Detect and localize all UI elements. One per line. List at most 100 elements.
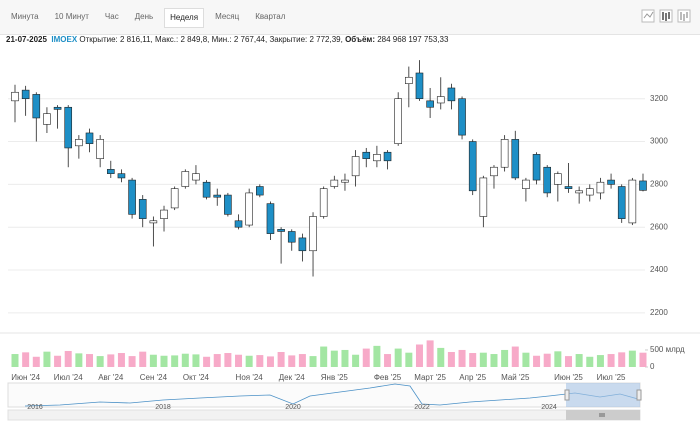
candle-body [607, 179, 615, 185]
x-tick-label: Ноя '24 [236, 373, 264, 382]
info-item: Открытие: 2 816,11, [79, 35, 153, 44]
navigator-line [24, 383, 639, 407]
candle-body [64, 106, 73, 149]
info-item: Мин.: 2 767,44, [211, 35, 268, 44]
candle-body [224, 194, 232, 215]
candle-body [53, 106, 62, 110]
info-item: Макс.: 2 849,8, [155, 35, 210, 44]
candle-body [256, 186, 264, 196]
volume-bar [490, 354, 498, 367]
date: 21-07-2025 [6, 35, 47, 44]
volume-bar [32, 356, 40, 367]
volume-bar [11, 354, 19, 367]
volume-label: Объём: [345, 35, 375, 44]
candle-body [585, 188, 594, 196]
volume-bar [575, 354, 583, 367]
candle-body [500, 139, 509, 168]
candle-body [511, 139, 520, 179]
scrollbar-thumb[interactable] [566, 410, 640, 420]
candle-body [266, 203, 275, 234]
navigator-handle[interactable] [636, 389, 642, 401]
x-tick-label: Апр '25 [459, 373, 486, 382]
tab[interactable]: Неделя [164, 8, 205, 28]
volume-bar [362, 348, 370, 367]
volume-bar [330, 350, 338, 367]
volume-bar [373, 345, 381, 367]
volume-bar [426, 340, 434, 367]
info-line: 21-07-2025 IMOEX Открытие: 2 816,11, Мак… [6, 34, 448, 46]
x-tick-label: Март '25 [414, 373, 446, 382]
volume-bar [384, 354, 392, 367]
volume-bar [628, 350, 636, 367]
tab[interactable]: Квартал [255, 12, 286, 21]
volume-bar [596, 355, 604, 367]
volume-tick-label: 0 [650, 362, 655, 371]
volume-bar [543, 353, 551, 367]
icon-line[interactable] [641, 9, 655, 23]
candle-body [426, 100, 434, 108]
x-tick-label: Дек '24 [279, 373, 306, 382]
volume-bar [107, 354, 115, 367]
volume-bar [224, 353, 232, 367]
tab[interactable]: Час [104, 12, 119, 21]
tab[interactable]: Минута [11, 12, 39, 21]
volume-bar [352, 354, 360, 367]
volume-bar [394, 348, 402, 367]
volume-bar [75, 353, 83, 367]
volume-bar [586, 356, 594, 367]
candle-body [479, 177, 488, 217]
navigator-handle[interactable] [564, 389, 570, 401]
candle-body [543, 166, 552, 194]
navigator-selection[interactable] [566, 383, 640, 407]
candle-body [287, 231, 296, 243]
y-tick-label: 2200 [650, 308, 668, 317]
volume-bar [341, 349, 349, 367]
x-tick-label: Июн '24 [11, 373, 40, 382]
x-tick-label: Май '25 [501, 373, 530, 382]
volume-bar [203, 356, 211, 367]
x-tick-label: Янв '25 [321, 373, 349, 382]
volume-bar [266, 356, 274, 367]
candle-body [96, 139, 104, 159]
candle-body [554, 173, 562, 185]
volume-bar [458, 349, 466, 367]
candle-body [21, 89, 30, 99]
candle-body [85, 132, 94, 144]
volume-bar [22, 352, 30, 367]
tab[interactable]: 10 Минут [54, 12, 89, 21]
candle-body [415, 72, 424, 99]
tab[interactable]: День [134, 12, 154, 21]
volume-bar [320, 346, 328, 367]
volume-bar [639, 352, 647, 367]
volume-bar [54, 355, 62, 367]
navigator [7, 382, 641, 408]
y-tick-label: 3000 [650, 137, 668, 146]
candle-body [160, 209, 168, 219]
volume-bar [149, 354, 157, 367]
x-tick-label: Фев '25 [374, 373, 402, 382]
y-tick-label: 3200 [650, 94, 668, 103]
volume-bar [43, 351, 51, 367]
y-tick-label: 2600 [650, 222, 668, 231]
candle-body [447, 87, 456, 102]
candle-body [170, 188, 179, 209]
volume-bar [607, 354, 615, 367]
volume-bar [288, 355, 296, 367]
candle-body [192, 173, 200, 181]
x-tick-label: Июл '24 [54, 373, 83, 382]
info-item: Закрытие: 2 772,39, [269, 35, 343, 44]
candle-body [234, 220, 243, 228]
volume-bar [86, 354, 94, 367]
volume-bar [479, 352, 487, 367]
tab[interactable]: Месяц [215, 12, 240, 21]
candle-body [351, 156, 360, 177]
candle-body [458, 98, 466, 136]
candle-body [245, 192, 253, 226]
candle-body [330, 179, 339, 187]
candle-body [298, 237, 307, 252]
volume-bar [554, 351, 562, 367]
candle-body [575, 190, 583, 194]
icon-ohlc-glyph [680, 12, 688, 21]
volume-bar [309, 356, 317, 367]
